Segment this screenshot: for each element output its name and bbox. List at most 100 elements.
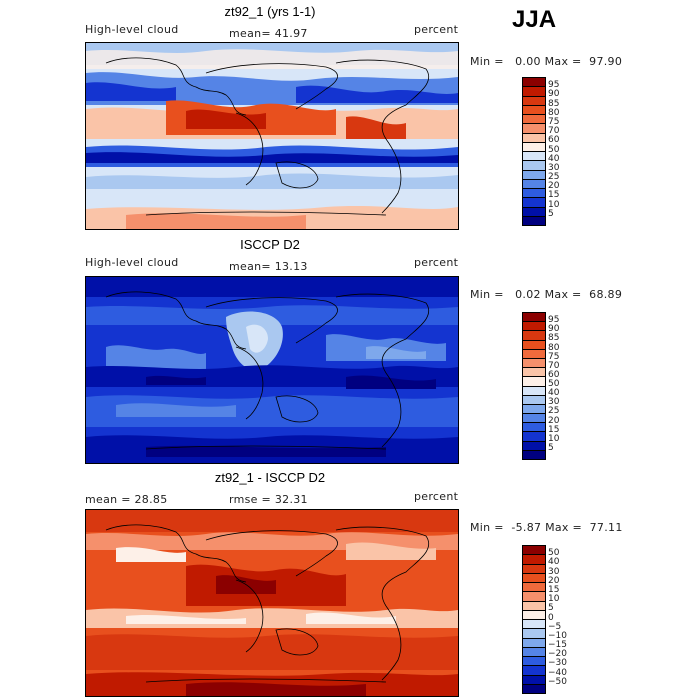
colorbar-tick-label: −50 [548, 676, 567, 687]
colorbar-swatch [523, 647, 545, 657]
colorbar-tick-label: −15 [548, 640, 567, 651]
colorbar-tick-label: −10 [548, 630, 567, 641]
panel2-title: ISCCP D2 [240, 237, 300, 252]
colorbar-swatch [523, 189, 545, 199]
colorbar-tick-label: 5 [548, 603, 554, 614]
colorbar-swatch [523, 322, 545, 332]
panel3-mean-label: mean = 28.85 [85, 493, 168, 506]
colorbar-tick-label: 10 [548, 199, 560, 210]
colorbar-tick-label: 75 [548, 351, 560, 362]
colorbar-tick-label: −20 [548, 649, 567, 660]
colorbar-swatch [523, 638, 545, 648]
panel2-mean-label: mean= 13.13 [229, 260, 308, 273]
panel3-rmse-label: rmse = 32.31 [229, 493, 308, 506]
colorbar-tick-label: 30 [548, 566, 560, 577]
colorbar-swatch [523, 115, 545, 125]
colorbar-tick-label: 10 [548, 594, 560, 605]
colorbar-tick-label: 95 [548, 315, 560, 326]
colorbar-swatch [523, 105, 545, 115]
colorbar-swatch [523, 124, 545, 134]
colorbar-tick-label: 85 [548, 98, 560, 109]
colorbar-tick-label: 25 [548, 172, 560, 183]
panel1-variable-label: High-level cloud [85, 23, 179, 36]
colorbar-swatch [523, 610, 545, 620]
panel2-colorbar [522, 312, 546, 460]
colorbar-tick-label: 15 [548, 424, 560, 435]
colorbar-swatch [523, 395, 545, 405]
panel1-map-field [86, 43, 458, 229]
colorbar-tick-label: 30 [548, 397, 560, 408]
colorbar-swatch [523, 423, 545, 433]
season-label: JJA [512, 6, 557, 33]
colorbar-swatch [523, 358, 545, 369]
colorbar-tick-label: 70 [548, 126, 560, 137]
colorbar-tick-label: 5 [548, 442, 554, 453]
colorbar-swatch [523, 432, 545, 442]
colorbar-swatch [523, 386, 545, 396]
colorbar-swatch [523, 198, 545, 208]
colorbar-tick-label: 90 [548, 89, 560, 100]
colorbar-tick-label: 20 [548, 181, 560, 192]
colorbar-tick-label: 60 [548, 135, 560, 146]
colorbar-tick-label: 70 [548, 360, 560, 371]
colorbar-swatch [523, 404, 545, 415]
panel2-map-field [86, 277, 458, 463]
colorbar-tick-label: 80 [548, 342, 560, 353]
colorbar-tick-label: 50 [548, 379, 560, 389]
colorbar-swatch [523, 313, 545, 323]
colorbar-swatch [523, 441, 545, 451]
colorbar-swatch [523, 555, 545, 565]
panel3-colorbar [522, 545, 546, 694]
colorbar-tick-label: 10 [548, 433, 560, 444]
colorbar-tick-label: 50 [548, 548, 560, 559]
colorbar-swatch [523, 564, 545, 574]
colorbar-swatch [523, 331, 545, 341]
colorbar-tick-label: 5 [548, 208, 554, 219]
colorbar-swatch [523, 87, 545, 97]
panel3-title: zt92_1 - ISCCP D2 [214, 470, 326, 485]
colorbar-tick-label: 40 [548, 557, 560, 568]
colorbar-swatch [523, 657, 545, 667]
colorbar-swatch [523, 349, 545, 359]
panel2-units-label: percent [414, 256, 459, 269]
colorbar-tick-label: 75 [548, 116, 560, 127]
colorbar-tick-label: 20 [548, 575, 560, 586]
colorbar-swatch [523, 78, 545, 88]
colorbar-swatch [523, 675, 545, 685]
colorbar-tick-label: 80 [548, 107, 560, 118]
colorbar-swatch [523, 133, 545, 143]
colorbar-tick-label: 60 [548, 369, 560, 380]
colorbar-swatch [523, 414, 545, 424]
colorbar-swatch [523, 620, 545, 630]
colorbar-swatch [523, 161, 545, 171]
colorbar-swatch [523, 592, 545, 602]
colorbar-tick-label: 95 [548, 80, 560, 91]
colorbar-tick-label: 50 [548, 144, 560, 155]
colorbar-tick-label: −40 [548, 667, 567, 678]
colorbar-tick-label: 15 [548, 584, 560, 595]
colorbar-tick-label: −30 [548, 658, 567, 669]
colorbar-tick-label: 0 [548, 612, 554, 623]
colorbar-swatch [523, 450, 545, 459]
colorbar-tick-label: 20 [548, 415, 560, 426]
colorbar-swatch [523, 601, 545, 611]
colorbar-tick-label: 30 [548, 162, 560, 173]
colorbar-swatch [523, 142, 545, 152]
colorbar-tick-label: 85 [548, 333, 560, 344]
panel3-map [85, 509, 459, 697]
colorbar-swatch [523, 546, 545, 556]
colorbar-swatch [523, 170, 545, 180]
colorbar-tick-label: 90 [548, 324, 560, 335]
colorbar-swatch [523, 377, 545, 387]
colorbar-tick-label: −5 [548, 621, 562, 632]
colorbar-swatch [523, 216, 545, 225]
colorbar-swatch [523, 340, 545, 350]
colorbar-tick-label: 25 [548, 406, 560, 417]
colorbar-swatch [523, 152, 545, 162]
panel1-minmax: Min = 0.00 Max = 97.90 [470, 55, 623, 68]
colorbar-swatch [523, 368, 545, 378]
panel2-minmax: Min = 0.02 Max = 68.89 [470, 288, 623, 301]
panel1-mean-label: mean= 41.97 [229, 27, 308, 40]
panel2-map [85, 276, 459, 464]
panel2-variable-label: High-level cloud [85, 256, 179, 269]
